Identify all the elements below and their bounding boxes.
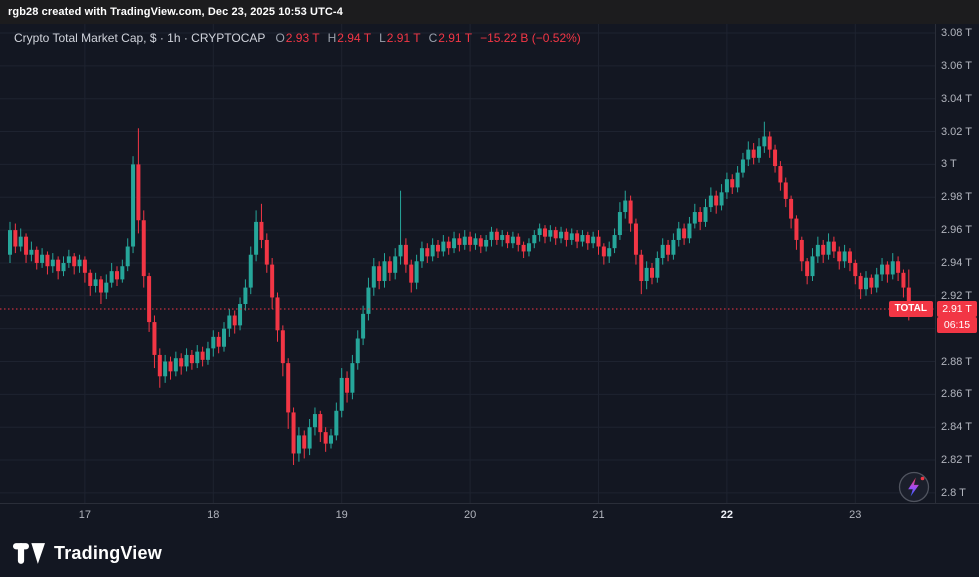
time-tick-label: 23 [849,509,862,521]
time-tick-label: 22 [720,509,734,521]
chart-legend: Crypto Total Market Cap, $ · 1h · CRYPTO… [14,31,581,45]
price-tick-label: 3 T [941,158,957,171]
price-tick-label: 2.92 T [941,289,972,302]
price-tick-label: 2.84 T [941,421,972,434]
close-value: 2.91 T [438,31,473,45]
time-tick-label: 17 [78,509,92,521]
price-axis[interactable]: 3.08 T 3.06 T 3.04 T 3.02 T 3 T 2.98 T 2.96 T 2… [935,24,979,503]
time-tick-label: 19 [335,509,348,521]
time-tick-label: 20 [463,509,477,521]
attribution-text: rgb28 created with TradingView.com, Dec … [8,6,343,18]
price-tick-label: 2.96 T [941,224,972,237]
price-tick-label: 2.8 T [941,486,966,499]
close-label: C [428,31,438,45]
price-tick-label: 3.02 T [941,125,972,138]
bar-countdown-badge: 06:15 [937,316,977,333]
change-value: −15.22 B (−0.52%) [480,31,581,45]
tradingview-wordmark: TradingView [54,543,162,563]
price-tick-label: 3.06 T [941,59,972,72]
lightning-button[interactable] [897,470,931,504]
high-label: H [327,31,337,45]
price-tick-label: 3.04 T [941,92,972,105]
candlestick-chart[interactable] [0,24,979,530]
lightning-icon [898,471,930,503]
open-label: O [275,31,285,45]
open-value: 2.93 T [285,31,320,45]
footer: TradingView [0,530,979,577]
price-tick-label: 3.08 T [941,27,972,39]
time-tick-label: 21 [592,509,605,521]
tradingview-logo-icon [13,543,45,564]
tradingview-logo-link[interactable]: TradingView [0,543,162,564]
low-value: 2.91 T [386,31,421,45]
high-value: 2.94 T [337,31,372,45]
low-label: L [379,31,386,45]
price-tick-label: 2.98 T [941,191,972,204]
chart-pane[interactable]: Crypto Total Market Cap, $ · 1h · CRYPTO… [0,24,979,530]
price-tick-label: 2.94 T [941,256,972,269]
price-tick-label: 2.88 T [941,355,972,368]
price-tick-label: 2.82 T [941,454,972,467]
time-tick-label: 18 [207,509,220,521]
symbol-title[interactable]: Crypto Total Market Cap, $ · 1h · CRYPTO… [14,31,266,45]
attribution-bar: rgb28 created with TradingView.com, Dec … [0,0,979,24]
series-label-badge: TOTAL [888,300,933,317]
time-axis[interactable]: 17 18 19 20 21 22 23 [0,503,979,530]
price-tick-label: 2.86 T [941,388,972,401]
last-price-badge: 2.91 T [937,300,977,317]
